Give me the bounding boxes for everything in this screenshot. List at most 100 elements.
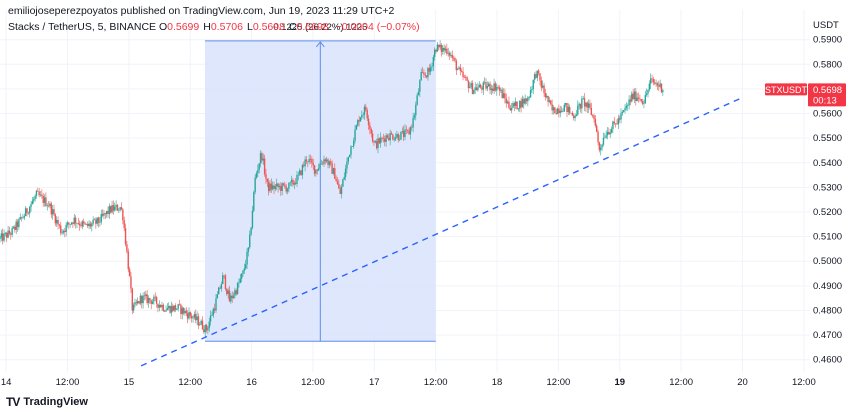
candle bbox=[27, 211, 30, 215]
candle bbox=[200, 319, 202, 326]
candle bbox=[157, 303, 159, 313]
candle bbox=[56, 216, 58, 227]
candle bbox=[640, 98, 642, 103]
candle bbox=[186, 310, 189, 324]
candle bbox=[397, 132, 399, 143]
candle bbox=[143, 291, 146, 301]
candle bbox=[509, 104, 511, 112]
candle bbox=[47, 201, 50, 208]
candle bbox=[307, 161, 309, 168]
candle bbox=[581, 95, 583, 114]
price-axis[interactable]: USDT 0.4600 0.4700 0.4800 0.4900 0.5000 0.5100… bbox=[813, 20, 842, 366]
candle bbox=[42, 192, 44, 207]
candle bbox=[220, 281, 223, 292]
candle bbox=[527, 95, 529, 107]
candle bbox=[290, 175, 293, 187]
y-tick-label: 0.5600 bbox=[813, 109, 842, 120]
candle bbox=[197, 313, 200, 330]
candle bbox=[289, 181, 291, 187]
candle bbox=[127, 248, 129, 273]
candle bbox=[263, 154, 266, 177]
candle bbox=[459, 63, 462, 76]
ohlc-label: C bbox=[288, 21, 297, 33]
candle bbox=[471, 80, 474, 95]
candle bbox=[226, 288, 228, 296]
time-axis[interactable]: 14 12:00 15 12:00 16 12:00 17 12:00 18 12:00 19 12:… bbox=[1, 377, 816, 388]
candle bbox=[66, 220, 69, 228]
candle bbox=[150, 299, 152, 310]
candle bbox=[508, 96, 510, 110]
candle bbox=[401, 127, 403, 134]
x-tick-label: 19 bbox=[614, 377, 625, 388]
candle bbox=[564, 102, 567, 108]
candle bbox=[308, 154, 310, 165]
candle bbox=[126, 240, 128, 254]
candle bbox=[627, 103, 629, 111]
candle bbox=[46, 203, 48, 211]
x-tick-label: 18 bbox=[492, 377, 503, 388]
candle bbox=[239, 274, 241, 284]
measure-tool[interactable]: 0.1225 (26.22%) 1225 bbox=[204, 22, 436, 342]
candle bbox=[204, 323, 206, 338]
y-tick-label: 0.5400 bbox=[813, 158, 842, 169]
candle bbox=[600, 144, 602, 156]
candle bbox=[81, 219, 84, 230]
candle bbox=[593, 113, 595, 123]
candle bbox=[382, 133, 385, 143]
candle bbox=[335, 175, 337, 182]
candle bbox=[614, 123, 617, 128]
candle bbox=[632, 88, 634, 101]
candle bbox=[587, 99, 590, 113]
candle bbox=[510, 103, 513, 114]
candle bbox=[332, 167, 335, 176]
candle bbox=[87, 221, 89, 229]
candle bbox=[370, 127, 372, 138]
candle bbox=[191, 313, 193, 323]
candle bbox=[118, 208, 120, 214]
candle bbox=[570, 112, 572, 114]
candle bbox=[274, 184, 277, 192]
candle bbox=[346, 157, 348, 174]
candle bbox=[61, 229, 63, 236]
tradingview-logo[interactable]: TV TradingView bbox=[6, 395, 88, 409]
candle bbox=[134, 298, 136, 308]
candle bbox=[438, 44, 440, 51]
candle bbox=[567, 103, 570, 115]
candle bbox=[355, 124, 358, 130]
last-price-box bbox=[808, 83, 846, 107]
candle bbox=[353, 137, 355, 149]
ohlc-value: 0.5706 bbox=[210, 21, 243, 33]
x-tick-label: 12:00 bbox=[669, 377, 693, 388]
candle bbox=[574, 113, 576, 122]
candle bbox=[29, 205, 31, 218]
candle bbox=[139, 293, 142, 306]
candle bbox=[19, 213, 21, 220]
candle bbox=[76, 222, 78, 229]
candle bbox=[170, 301, 173, 317]
candle bbox=[180, 303, 182, 320]
candle bbox=[652, 76, 655, 86]
candle bbox=[23, 213, 25, 220]
candle bbox=[389, 129, 391, 146]
candle bbox=[540, 76, 543, 92]
candle bbox=[597, 129, 599, 146]
candle bbox=[201, 316, 204, 331]
candle bbox=[334, 163, 336, 180]
candle bbox=[122, 208, 124, 225]
candle bbox=[101, 209, 104, 218]
candle bbox=[602, 132, 605, 147]
y-tick-label: 0.4800 bbox=[813, 305, 842, 316]
candle bbox=[224, 273, 227, 291]
candle bbox=[483, 77, 486, 85]
candle bbox=[193, 311, 196, 320]
candle bbox=[448, 50, 451, 60]
candle bbox=[505, 93, 507, 108]
candle bbox=[12, 225, 15, 229]
candle bbox=[552, 105, 555, 115]
candle bbox=[124, 223, 127, 247]
candle bbox=[386, 133, 389, 139]
candle bbox=[77, 217, 79, 225]
candle bbox=[613, 116, 615, 126]
